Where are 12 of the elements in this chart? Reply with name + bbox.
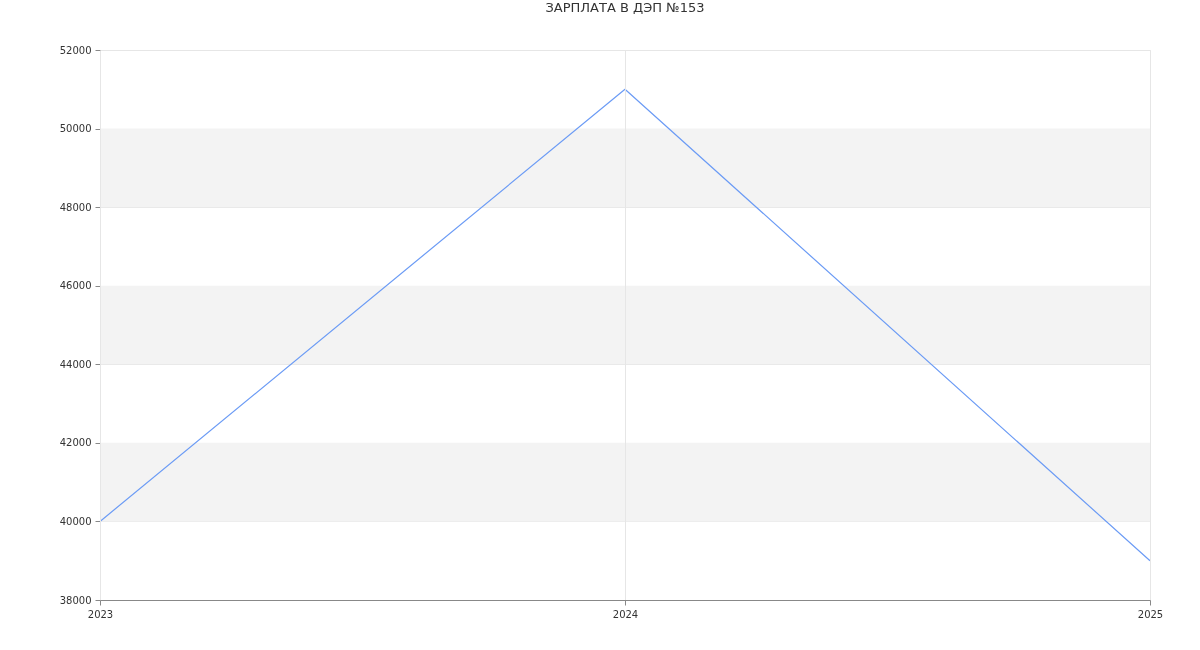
y-tick-label: 48000 bbox=[59, 201, 92, 213]
x-tick-label: 2023 bbox=[87, 608, 114, 620]
x-tick-label: 2024 bbox=[612, 608, 639, 620]
y-tick-label: 52000 bbox=[59, 44, 92, 56]
x-tick-label: 2025 bbox=[1137, 608, 1164, 620]
y-tick-label: 44000 bbox=[59, 358, 92, 370]
chart-title: ЗАРПЛАТА В ДЭП №153 bbox=[545, 0, 705, 15]
y-tick-label: 38000 bbox=[59, 594, 92, 606]
y-tick-label: 46000 bbox=[59, 280, 92, 292]
y-tick-label: 40000 bbox=[59, 515, 92, 527]
y-tick-label: 42000 bbox=[59, 437, 92, 449]
y-tick-label: 50000 bbox=[59, 123, 92, 135]
